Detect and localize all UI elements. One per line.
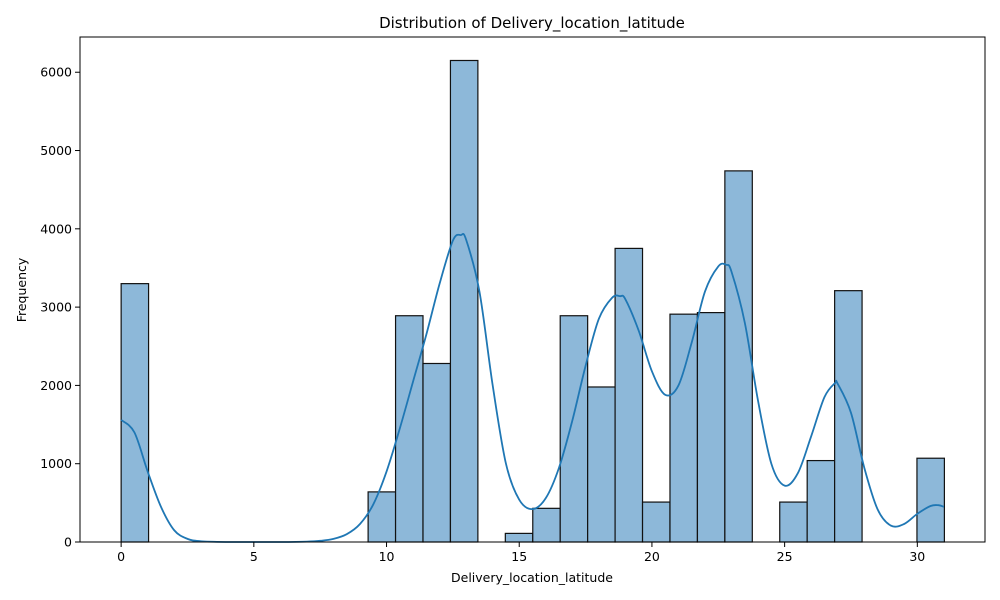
bars-group (120, 59, 945, 543)
histogram-bar (367, 491, 397, 543)
chart-title: Distribution of Delivery_location_latitu… (379, 14, 685, 33)
x-tick-label: 0 (117, 549, 125, 564)
plot-area (79, 36, 986, 543)
x-tick-label: 20 (644, 549, 660, 564)
histogram-bar (120, 283, 150, 543)
histogram-bar (504, 532, 534, 543)
x-axis-label: Delivery_location_latitude (451, 570, 613, 585)
y-tick-label: 1000 (40, 456, 72, 471)
histogram-bar (779, 501, 808, 543)
x-tick-label: 10 (379, 549, 395, 564)
histogram-bar (669, 313, 699, 543)
histogram-bar (806, 459, 836, 543)
histogram-bar (532, 507, 561, 543)
kde-curve (120, 232, 945, 543)
histogram-bar (422, 362, 452, 543)
histogram-bar (834, 290, 863, 543)
y-tick-label: 0 (64, 535, 72, 550)
y-tick-label: 3000 (40, 300, 72, 315)
histogram-bar (559, 315, 589, 543)
x-tick-label: 5 (250, 549, 258, 564)
histogram-bar (724, 170, 753, 543)
y-axis: 0 1000 2000 3000 4000 5000 6000 (40, 65, 80, 550)
histogram-bar (449, 59, 479, 543)
histogram-bar (696, 312, 726, 543)
y-tick-label: 5000 (40, 143, 72, 158)
x-tick-label: 30 (909, 549, 925, 564)
axes-frame (79, 36, 986, 543)
x-tick-label: 15 (511, 549, 527, 564)
y-tick-label: 4000 (40, 221, 72, 236)
histogram-bar (587, 386, 616, 543)
histogram-bar (641, 501, 671, 543)
x-axis: 0 5 10 15 20 25 30 (117, 542, 925, 564)
y-tick-label: 2000 (40, 378, 72, 393)
y-axis-label: Frequency (14, 257, 29, 322)
histogram-bar (916, 457, 945, 543)
x-tick-label: 25 (777, 549, 793, 564)
histogram-bar (614, 247, 644, 543)
y-tick-label: 6000 (40, 65, 72, 80)
